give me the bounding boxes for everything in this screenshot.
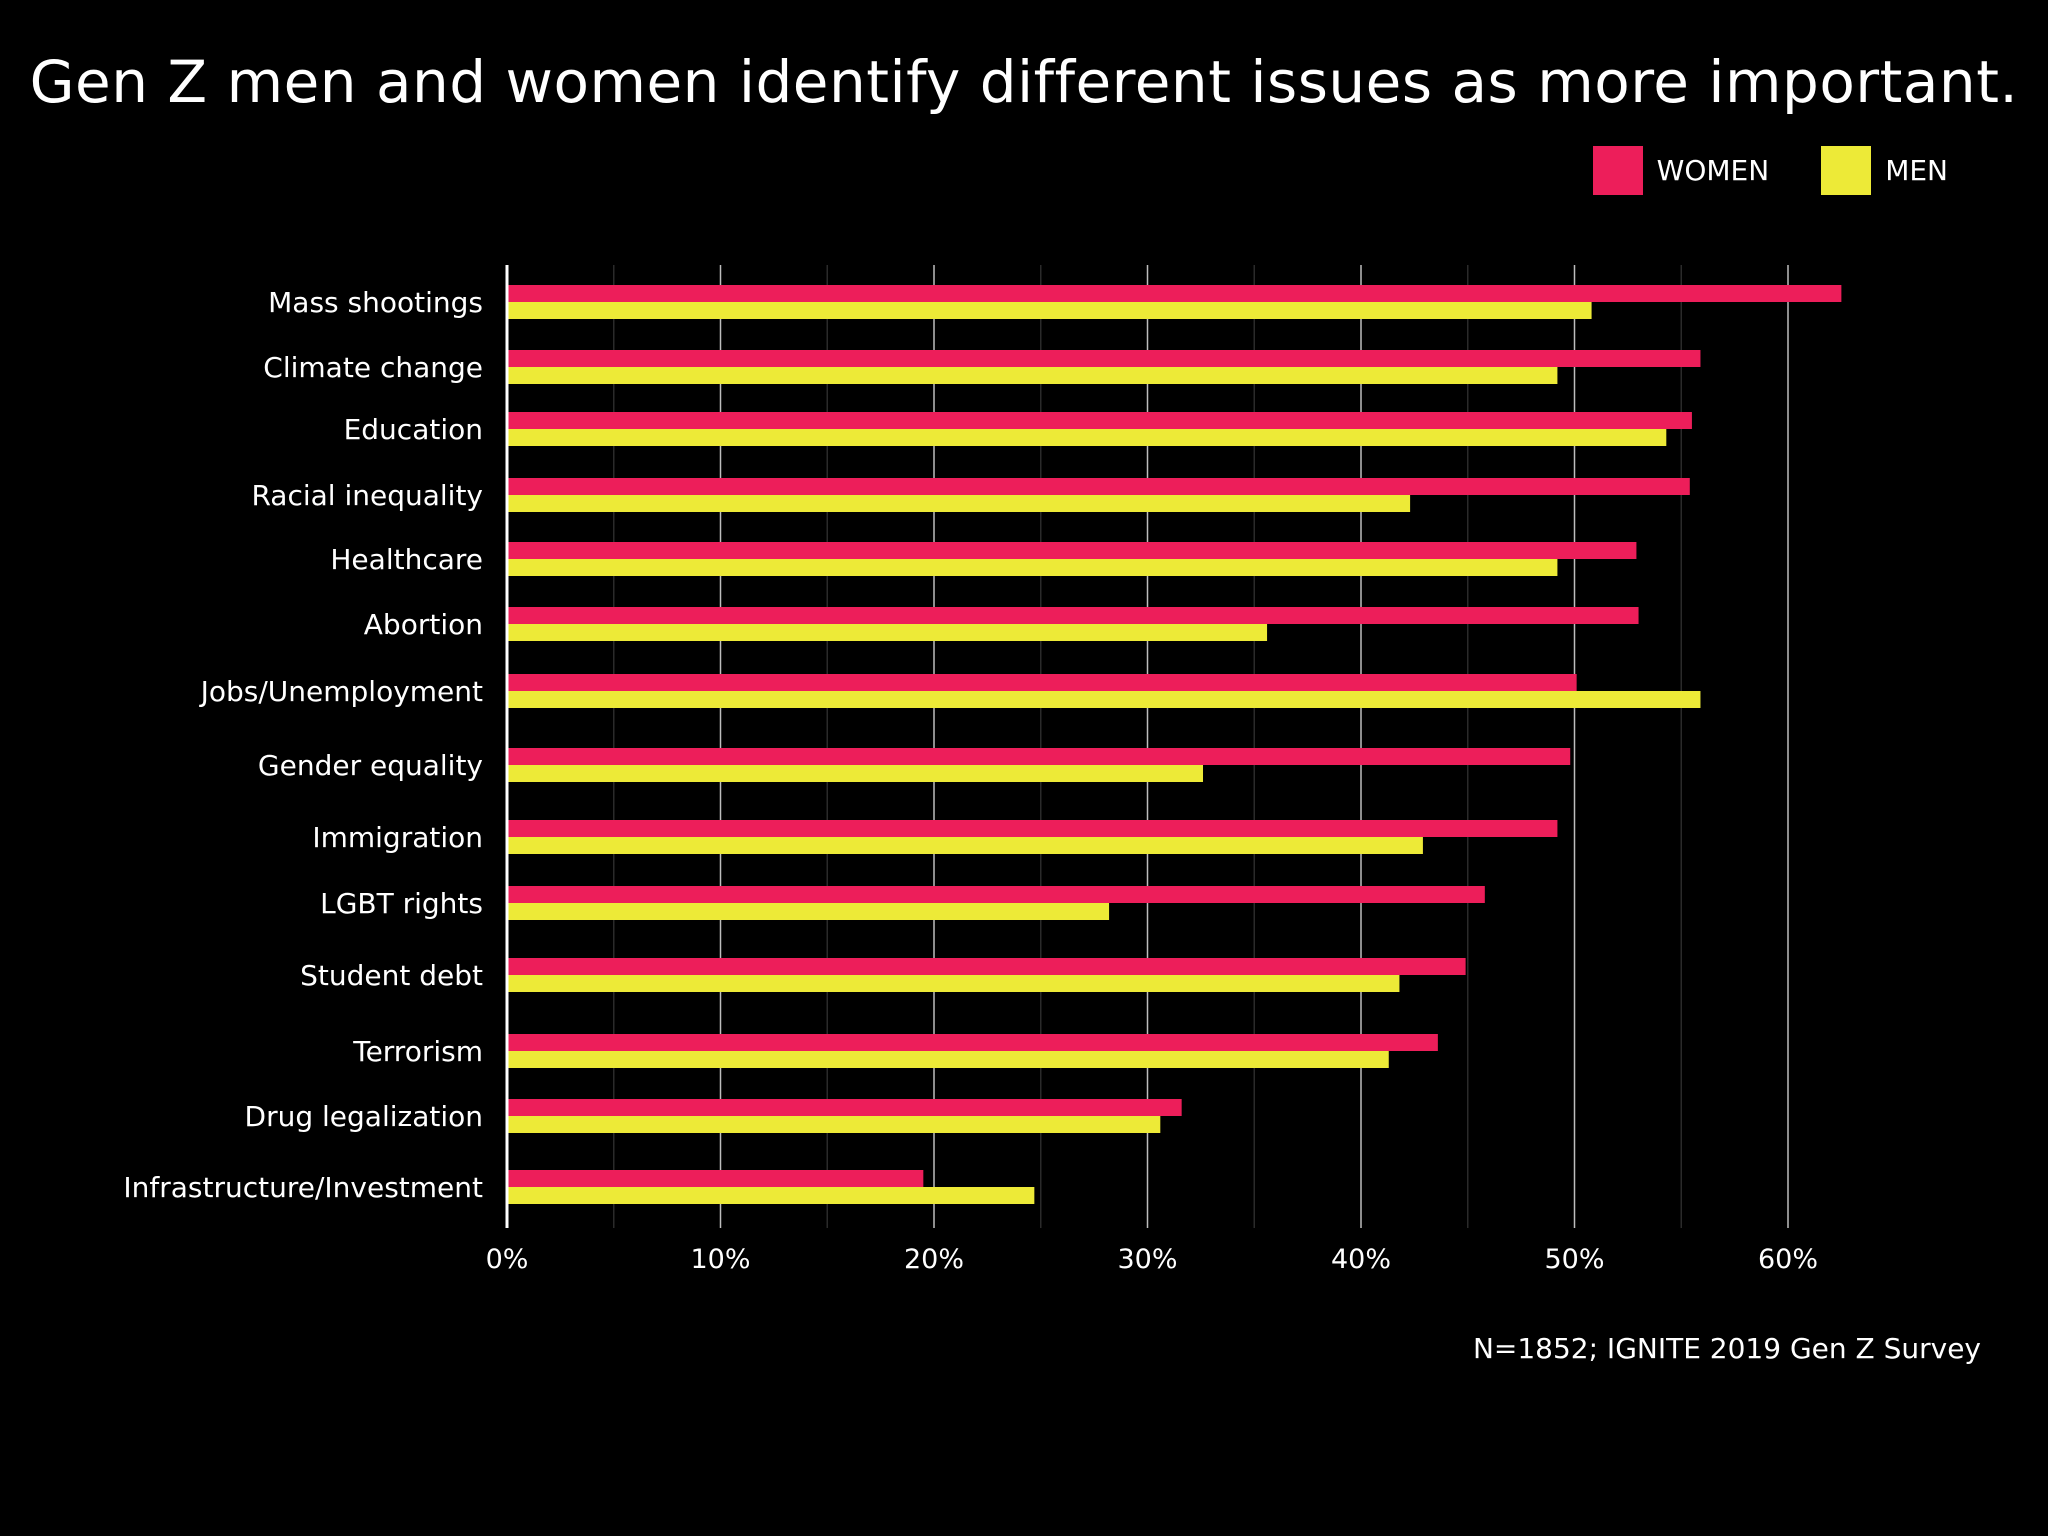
bar-men (507, 691, 1701, 708)
bar-men (507, 903, 1110, 920)
bar-men (507, 367, 1558, 384)
bar-women (507, 748, 1571, 765)
category-label: Immigration (312, 821, 483, 854)
legend: WOMEN MEN (1541, 146, 1948, 195)
bar-men (507, 1187, 1035, 1204)
category-label: Abortion (364, 608, 483, 641)
category-label: Student debt (300, 959, 483, 992)
bar-women (507, 542, 1637, 559)
x-tick-label: 40% (1331, 1244, 1391, 1275)
bar-men (507, 1051, 1389, 1068)
x-tick-label: 10% (690, 1244, 750, 1275)
bar-women (507, 478, 1690, 495)
bar-women (507, 412, 1692, 429)
category-label: LGBT rights (320, 887, 483, 920)
bar-men (507, 302, 1592, 319)
bar-men (507, 624, 1268, 641)
bar-men (507, 495, 1411, 512)
bar-women (507, 886, 1485, 903)
category-label: Terrorism (352, 1035, 483, 1068)
x-tick-label: 20% (904, 1244, 964, 1275)
chart-title: Gen Z men and women identify different i… (29, 48, 2019, 116)
category-label: Climate change (263, 351, 483, 384)
bar-women (507, 820, 1558, 837)
x-tick-label: 0% (486, 1244, 529, 1275)
bar-women (507, 1170, 924, 1187)
x-tick-label: 60% (1758, 1244, 1818, 1275)
legend-label-men: MEN (1885, 154, 1948, 187)
bar-women (507, 958, 1466, 975)
category-label: Education (344, 413, 483, 446)
bar-men (507, 837, 1423, 854)
x-tick-label: 50% (1544, 1244, 1604, 1275)
x-tick-label: 30% (1117, 1244, 1177, 1275)
legend-item-women: WOMEN (1592, 146, 1770, 195)
category-label: Jobs/Unemployment (199, 675, 483, 708)
category-label: Gender equality (258, 749, 483, 782)
category-label: Mass shootings (268, 286, 483, 319)
bar-men (507, 559, 1558, 576)
legend-swatch-women (1592, 146, 1643, 195)
bar-women (507, 1099, 1182, 1116)
source-note: N=1852; IGNITE 2019 Gen Z Survey (1472, 1332, 1981, 1365)
bar-women (507, 607, 1639, 624)
bar-men (507, 975, 1400, 992)
bar-women (507, 1034, 1438, 1051)
bar-women (507, 674, 1577, 691)
category-label: Infrastructure/Investment (123, 1171, 483, 1204)
category-label: Healthcare (330, 543, 483, 576)
bar-men (507, 765, 1204, 782)
bar-women (507, 285, 1842, 302)
legend-swatch-men (1821, 146, 1872, 195)
bar-women (507, 350, 1701, 367)
category-label: Racial inequality (251, 479, 483, 512)
bar-men (507, 429, 1667, 446)
legend-label-women: WOMEN (1656, 154, 1770, 187)
category-label: Drug legalization (245, 1100, 483, 1133)
bar-men (507, 1116, 1161, 1133)
legend-item-men: MEN (1821, 146, 1948, 195)
